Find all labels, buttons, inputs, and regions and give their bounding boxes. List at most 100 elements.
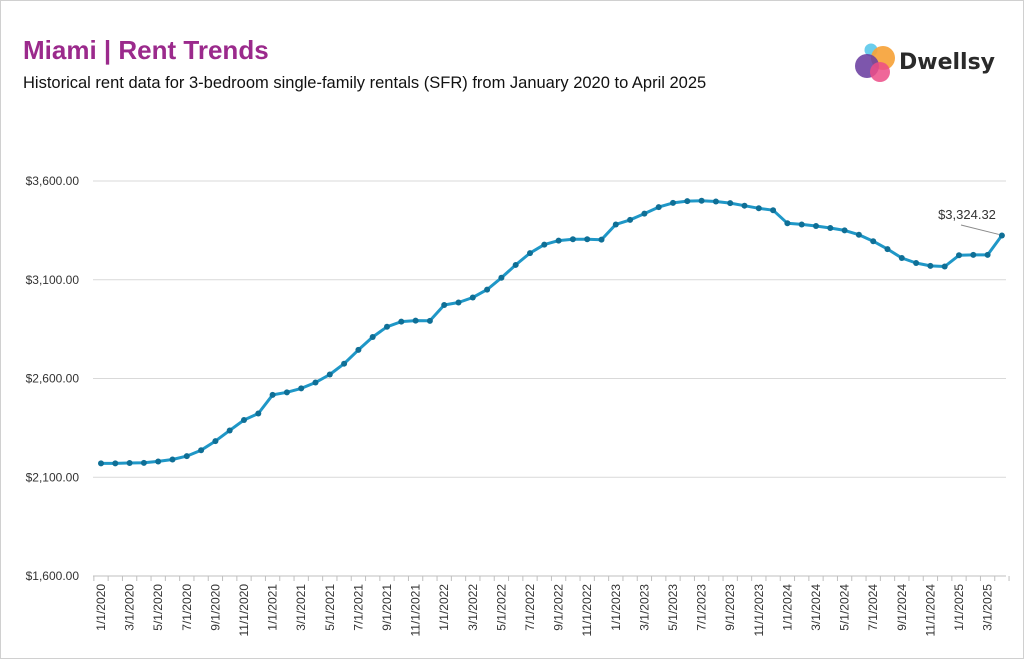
- rent-data-point: [970, 251, 977, 258]
- rent-data-point: [684, 198, 691, 205]
- rent-data-point: [226, 427, 233, 434]
- rent-data-point: [641, 210, 648, 217]
- x-tick-label: 9/1/2021: [380, 584, 394, 631]
- rent-data-point: [169, 456, 176, 463]
- rent-data-point: [469, 294, 476, 301]
- x-tick-label: 1/1/2021: [266, 584, 280, 631]
- y-tick-label: $3,600.00: [26, 174, 80, 188]
- rent-data-point: [913, 259, 920, 266]
- x-tick-label: 5/1/2022: [494, 584, 508, 631]
- rent-data-point: [312, 379, 319, 386]
- rent-data-point: [712, 198, 719, 205]
- rent-data-point: [512, 261, 519, 268]
- rent-data-point: [455, 299, 462, 306]
- x-tick-label: 5/1/2023: [666, 584, 680, 631]
- y-tick-label: $2,100.00: [26, 470, 80, 484]
- rent-data-point: [870, 238, 877, 245]
- x-tick-label: 3/1/2025: [981, 584, 995, 631]
- x-tick-label: 1/1/2023: [609, 584, 623, 631]
- rent-data-point: [527, 250, 533, 257]
- final-value-label: $3,324.32: [938, 207, 996, 222]
- rent-data-point: [269, 391, 276, 398]
- rent-data-point: [484, 286, 491, 293]
- y-tick-label: $2,600.00: [26, 372, 80, 386]
- rent-data-point: [426, 317, 433, 324]
- x-tick-label: 1/1/2022: [437, 584, 451, 631]
- rent-data-point: [770, 207, 777, 214]
- x-tick-label: 11/1/2022: [580, 584, 594, 637]
- x-tick-label: 1/1/2020: [94, 584, 108, 631]
- x-tick-label: 9/1/2020: [208, 584, 222, 631]
- rent-data-point: [498, 274, 505, 281]
- rent-data-point: [841, 227, 848, 234]
- rent-data-point: [941, 263, 948, 270]
- rent-data-point: [727, 200, 734, 207]
- rent-data-point: [140, 459, 147, 466]
- rent-data-point: [784, 220, 791, 227]
- rent-data-point: [98, 460, 104, 467]
- rent-data-point: [741, 202, 748, 209]
- rent-data-point: [183, 453, 190, 460]
- overlapping-circles-logo-icon: [855, 43, 895, 82]
- page-title: Miami | Rent Trends: [23, 35, 269, 65]
- rent-data-point: [569, 236, 576, 243]
- rent-data-point: [341, 360, 348, 367]
- rent-data-point: [884, 246, 891, 253]
- rent-data-point: [326, 371, 333, 378]
- rent-data-point: [126, 460, 133, 467]
- rent-data-point: [956, 252, 962, 259]
- x-tick-label: 11/1/2023: [752, 584, 766, 637]
- rent-data-point: [698, 197, 705, 204]
- y-tick-label: $3,100.00: [26, 273, 80, 287]
- rent-data-point: [441, 302, 448, 309]
- x-tick-label: 3/1/2023: [637, 584, 651, 631]
- x-tick-label: 5/1/2020: [151, 584, 165, 631]
- x-tick-label: 7/1/2020: [180, 584, 194, 631]
- x-tick-label: 7/1/2023: [695, 584, 709, 631]
- x-tick-label: 11/1/2020: [237, 584, 251, 637]
- y-tick-label: $1,600.00: [26, 569, 80, 583]
- x-tick-label: 5/1/2021: [323, 584, 337, 631]
- rent-data-point: [627, 216, 634, 223]
- x-tick-label: 1/1/2024: [780, 584, 794, 631]
- rent-data-point: [755, 205, 762, 212]
- rent-data-point: [412, 317, 419, 324]
- annotation-leader-line: [960, 224, 1000, 235]
- brand-name: Dwellsy: [899, 50, 996, 75]
- rent-data-point: [384, 323, 390, 330]
- x-tick-label: 7/1/2021: [351, 584, 365, 631]
- rent-data-point: [798, 221, 805, 228]
- rent-data-point: [612, 221, 619, 228]
- x-tick-label: 1/1/2025: [952, 584, 966, 631]
- rent-data-point: [198, 447, 205, 454]
- rent-data-point: [298, 385, 305, 392]
- rent-data-point: [112, 460, 119, 467]
- rent-data-point: [998, 232, 1005, 239]
- rent-series-line: [99, 199, 1004, 465]
- rent-data-point: [212, 438, 219, 445]
- rent-data-point: [155, 458, 162, 465]
- rent-data-point: [927, 262, 934, 269]
- x-tick-label: 11/1/2021: [409, 584, 423, 637]
- rent-data-point: [555, 237, 562, 244]
- x-tick-label: 7/1/2022: [523, 584, 537, 631]
- rent-data-point: [855, 231, 862, 238]
- rent-data-point: [355, 346, 362, 353]
- page-subtitle: Historical rent data for 3-bedroom singl…: [23, 74, 707, 92]
- brand-logo: Dwellsy: [851, 41, 1001, 87]
- x-tick-label: 9/1/2022: [552, 584, 566, 631]
- rent-data-point: [255, 410, 262, 417]
- rent-data-point: [283, 389, 290, 396]
- rent-data-point: [655, 204, 662, 211]
- rent-data-point: [541, 241, 548, 248]
- x-tick-label: 9/1/2023: [723, 584, 737, 631]
- x-tick-label: 3/1/2021: [294, 584, 308, 631]
- x-tick-label: 9/1/2024: [895, 584, 909, 631]
- x-tick-label: 3/1/2024: [809, 584, 823, 631]
- rent-data-point: [398, 318, 405, 325]
- rent-data-point: [813, 223, 819, 230]
- rent-data-point: [984, 251, 991, 258]
- rent-data-point: [584, 236, 591, 243]
